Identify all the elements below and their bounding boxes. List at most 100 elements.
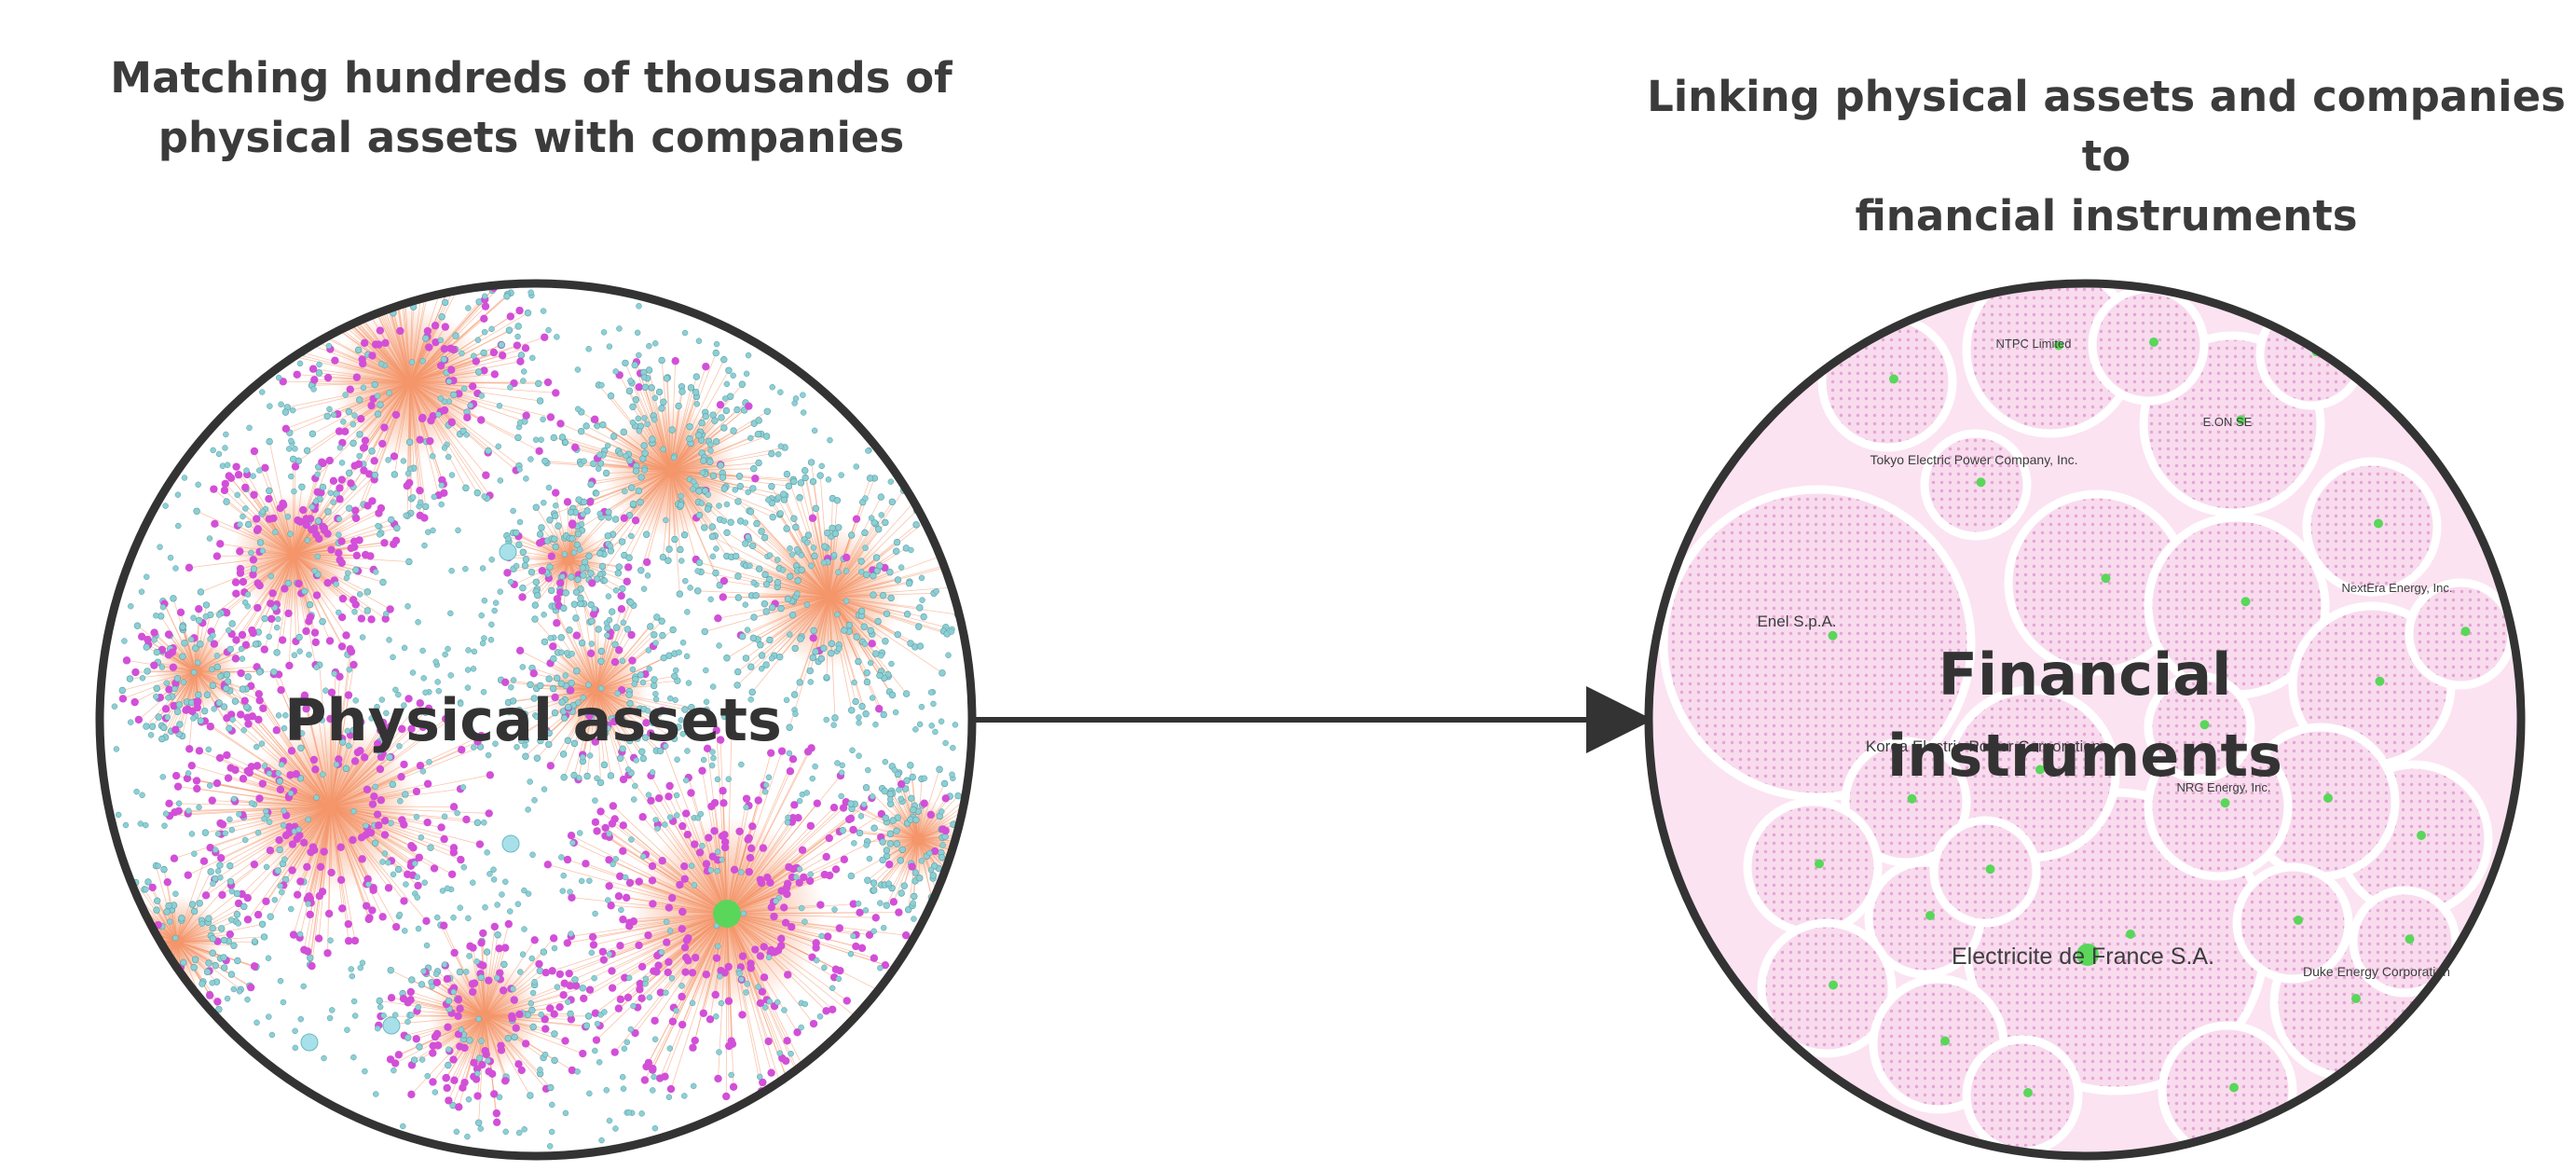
asset-node (938, 854, 946, 861)
asset-link (293, 554, 300, 638)
asset-node (504, 919, 513, 929)
asset-link (664, 745, 728, 915)
asset-node (596, 807, 605, 816)
asset-node (812, 648, 819, 655)
asset-node (882, 638, 889, 645)
asset-node (705, 833, 713, 842)
asset-node (887, 594, 895, 602)
asset-node (151, 637, 158, 643)
asset-link (801, 482, 830, 598)
asset-link (654, 913, 728, 1021)
asset-node (336, 495, 344, 503)
asset-node (185, 563, 194, 572)
asset-node (658, 857, 666, 865)
asset-node (716, 503, 722, 509)
asset-node (193, 507, 200, 515)
asset-node (180, 958, 187, 967)
asset-node (743, 370, 750, 378)
asset-node (628, 656, 637, 665)
asset-node (852, 515, 861, 523)
asset-node (691, 1036, 699, 1045)
asset-node (462, 969, 470, 975)
asset-node (578, 639, 586, 647)
asset-link (214, 806, 332, 880)
asset-node (394, 865, 403, 874)
asset-link (330, 746, 481, 807)
asset-node (630, 1002, 637, 1010)
asset-node (398, 816, 406, 824)
asset-link (330, 795, 375, 807)
asset-node (695, 558, 704, 567)
asset-node (515, 1129, 523, 1137)
asset-node (409, 255, 417, 263)
asset-node (867, 659, 874, 667)
asset-node (790, 515, 798, 522)
asset-node (312, 591, 322, 599)
asset-node (496, 402, 503, 409)
asset-link (726, 913, 788, 1041)
asset-node (376, 765, 385, 774)
asset-node (100, 935, 105, 944)
asset-node (427, 268, 433, 274)
asset-node (327, 868, 336, 877)
asset-node (755, 459, 762, 467)
asset-node (320, 523, 329, 532)
asset-node (965, 870, 972, 878)
asset-node (663, 375, 671, 382)
asset-node (668, 426, 676, 434)
asset-node (713, 340, 720, 348)
asset-node (435, 411, 442, 418)
asset-node (240, 727, 247, 734)
asset-node (369, 886, 377, 894)
asset-node (206, 723, 215, 731)
asset-node (541, 499, 547, 506)
asset-node (284, 579, 293, 587)
asset-link (269, 806, 332, 917)
asset-node (541, 786, 548, 792)
asset-node (813, 957, 820, 964)
asset-link (176, 923, 263, 943)
asset-node (481, 302, 490, 310)
asset-node (671, 672, 678, 680)
asset-node (566, 982, 575, 990)
asset-link (726, 801, 847, 915)
asset-node (408, 359, 416, 365)
asset-node (619, 1074, 626, 1081)
asset-node (651, 416, 658, 423)
hub-node (404, 376, 417, 389)
asset-node (447, 365, 456, 374)
asset-node (824, 932, 832, 941)
asset-node (309, 283, 317, 292)
asset-node (219, 462, 226, 469)
asset-node (311, 638, 321, 647)
asset-link (293, 554, 391, 610)
asset-node (563, 498, 572, 506)
asset-node (554, 334, 560, 340)
asset-node (851, 840, 857, 847)
asset-link (670, 434, 759, 472)
asset-node (667, 893, 677, 902)
asset-node (404, 870, 412, 879)
asset-link (800, 596, 830, 640)
asset-node (520, 368, 528, 375)
asset-link (829, 572, 891, 598)
asset-node (721, 395, 729, 402)
asset-node (239, 685, 247, 693)
asset-node (857, 813, 865, 820)
asset-node (886, 830, 895, 838)
asset-node (745, 533, 751, 541)
asset-node (518, 593, 527, 601)
asset-node (754, 796, 762, 805)
asset-node (209, 979, 215, 986)
asset-node (207, 636, 213, 642)
asset-node (747, 434, 754, 442)
asset-link (670, 464, 721, 472)
asset-node (936, 765, 943, 773)
asset-node (907, 762, 914, 769)
asset-link (409, 381, 486, 476)
asset-node (408, 976, 416, 984)
asset-node (651, 1036, 659, 1042)
asset-node (608, 984, 617, 992)
asset-node (883, 610, 891, 617)
asset-node (619, 585, 626, 593)
